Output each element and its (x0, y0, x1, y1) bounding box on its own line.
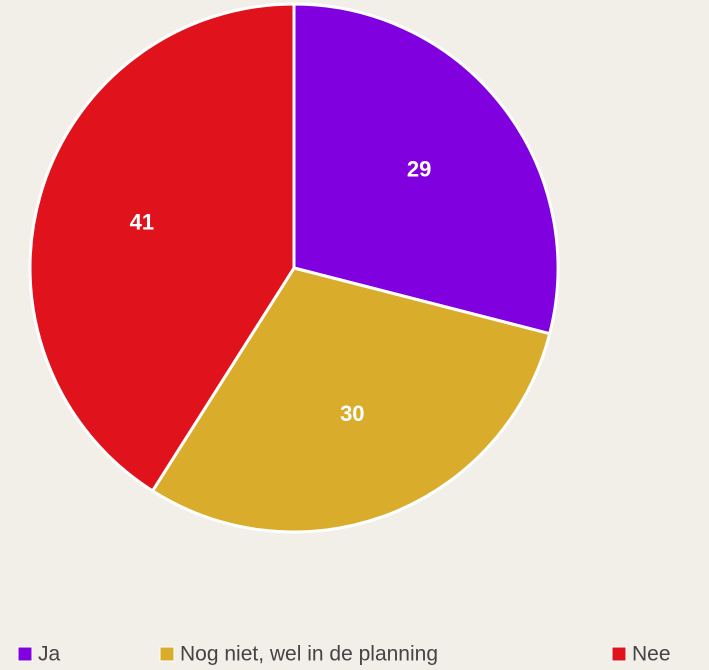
pie-slice (28, 2, 296, 493)
data-label: 29 (407, 157, 431, 182)
data-label: 41 (130, 210, 154, 235)
pie-slice (150, 266, 552, 534)
legend-swatch (611, 646, 627, 662)
legend-swatch (17, 646, 33, 662)
legend-label: Nee (632, 643, 671, 666)
legend-label: Ja (38, 643, 61, 666)
legend-swatch (159, 646, 175, 662)
pie-slice (292, 2, 560, 336)
data-label: 30 (340, 401, 364, 426)
legend-label: Nog niet, wel in de planning (180, 643, 438, 666)
